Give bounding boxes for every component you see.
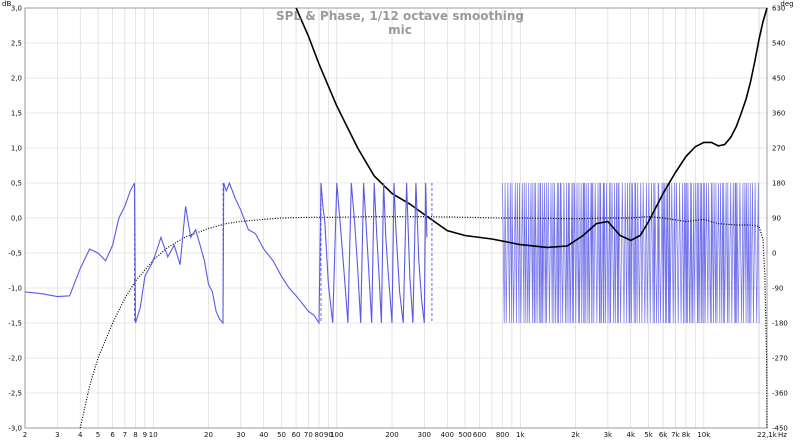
x-tick-label: 500 bbox=[458, 431, 471, 439]
left-tick-label: -1,0 bbox=[8, 285, 22, 293]
right-tick-label: 630 bbox=[772, 5, 785, 13]
x-tick-label: 600 bbox=[473, 431, 486, 439]
left-tick-label: 2,5 bbox=[11, 40, 22, 48]
x-tick-label: 400 bbox=[441, 431, 454, 439]
x-tick-label: 50 bbox=[277, 431, 286, 439]
x-tick-label: 22,1k bbox=[757, 431, 778, 439]
x-tick-label: 8k bbox=[682, 431, 691, 439]
plot-frame bbox=[24, 7, 768, 429]
x-tick-label: 5k bbox=[644, 431, 653, 439]
left-tick-label: 0,0 bbox=[11, 215, 22, 223]
x-tick-label: 6k bbox=[659, 431, 668, 439]
left-tick-label: -2,5 bbox=[8, 390, 22, 398]
left-tick-label: 1,0 bbox=[11, 145, 22, 153]
chart-subtitle: mic bbox=[388, 23, 412, 37]
x-tick-label: 3k bbox=[604, 431, 613, 439]
x-tick-label: 60 bbox=[292, 431, 301, 439]
right-tick-label: 540 bbox=[772, 40, 785, 48]
right-tick-label: -180 bbox=[772, 320, 788, 328]
x-tick-label: 300 bbox=[418, 431, 431, 439]
x-tick-label: 200 bbox=[385, 431, 398, 439]
x-tick-label: 20 bbox=[204, 431, 213, 439]
solid-black-series-line bbox=[295, 7, 768, 249]
right-axis-unit: deg bbox=[780, 0, 793, 8]
left-tick-label: 0,5 bbox=[11, 180, 22, 188]
phase-wrap-lines bbox=[502, 182, 760, 324]
x-tick-label: 100 bbox=[330, 431, 343, 439]
x-tick-label: 40 bbox=[259, 431, 268, 439]
right-tick-label: 0 bbox=[772, 250, 776, 258]
x-tick-label: 70 bbox=[304, 431, 313, 439]
x-tick-label: 7k bbox=[671, 431, 680, 439]
right-tick-label: -270 bbox=[772, 355, 788, 363]
solid-blue-series-line bbox=[24, 181, 428, 325]
left-tick-label: -3,0 bbox=[8, 425, 22, 433]
x-tick-label: 3 bbox=[55, 431, 59, 439]
x-tick-label: 10k bbox=[697, 431, 711, 439]
x-tick-label: 2k bbox=[571, 431, 580, 439]
right-tick-label: 360 bbox=[772, 110, 785, 118]
right-tick-label: 450 bbox=[772, 75, 785, 83]
x-tick-label: 7 bbox=[123, 431, 127, 439]
left-tick-label: -0,5 bbox=[8, 250, 22, 258]
x-tick-label: 80 bbox=[315, 431, 324, 439]
x-tick-label: 10 bbox=[149, 431, 158, 439]
right-tick-label: -450 bbox=[772, 425, 788, 433]
right-tick-label: -360 bbox=[772, 390, 788, 398]
series-layer bbox=[24, 7, 768, 429]
x-tick-label: 90 bbox=[324, 431, 333, 439]
x-axis-unit: Hz bbox=[778, 431, 787, 439]
x-tick-label: 6 bbox=[110, 431, 115, 439]
x-tick-label: 5 bbox=[96, 431, 100, 439]
left-tick-label: -2,0 bbox=[8, 355, 22, 363]
x-tick-label: 2 bbox=[23, 431, 27, 439]
x-tick-label: 4k bbox=[627, 431, 636, 439]
right-tick-label: 270 bbox=[772, 145, 785, 153]
left-tick-label: -1,5 bbox=[8, 320, 22, 328]
chart-title: SPL & Phase, 1/12 octave smoothing bbox=[276, 9, 524, 23]
x-tick-label: 9 bbox=[143, 431, 147, 439]
left-axis-ticks: 3,0 2,5 2,0 1,5 1,0 0,5 0,0 -0,5 -1,0 -1,5 -2,0 -2,… bbox=[8, 5, 22, 433]
x-tick-label: 4 bbox=[78, 431, 83, 439]
left-axis-unit: dB bbox=[2, 0, 11, 8]
x-tick-label: 800 bbox=[496, 431, 509, 439]
right-tick-label: 180 bbox=[772, 180, 785, 188]
left-tick-label: 2,0 bbox=[11, 75, 22, 83]
left-tick-label: 1,5 bbox=[11, 110, 22, 118]
right-axis-ticks: 630 540 450 360 270 180 90 0 -90 -180 -270 -360 -450 bbox=[772, 5, 788, 433]
phase-wrap-band bbox=[502, 182, 760, 324]
right-tick-label: -90 bbox=[772, 285, 783, 293]
x-tick-label: 8 bbox=[133, 431, 137, 439]
left-tick-label: 3,0 bbox=[11, 5, 22, 13]
x-tick-label: 1k bbox=[516, 431, 525, 439]
x-tick-label: 30 bbox=[236, 431, 245, 439]
right-tick-label: 90 bbox=[772, 215, 781, 223]
